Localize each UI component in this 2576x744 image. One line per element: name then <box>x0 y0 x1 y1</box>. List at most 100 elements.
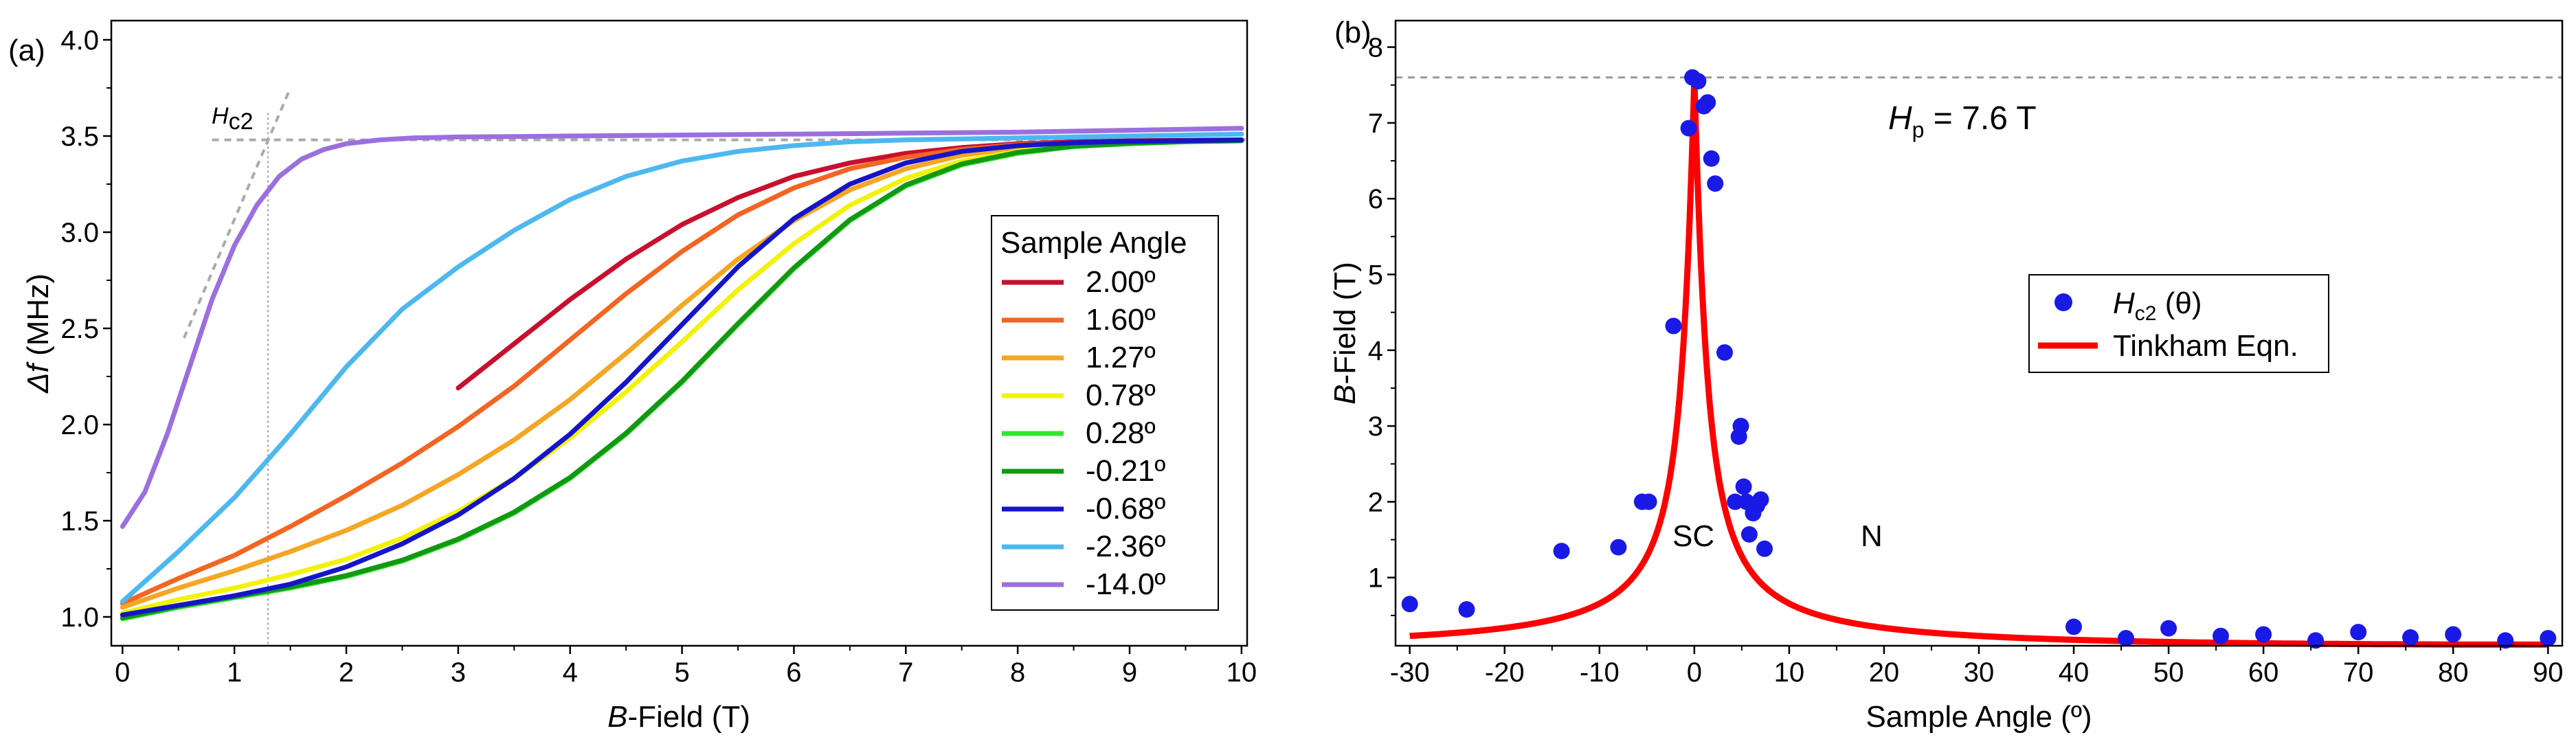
a-x-tick-label: 2 <box>339 657 354 688</box>
hc2-point-27 <box>2160 620 2177 637</box>
a-y-tick-label: 1.5 <box>60 506 99 537</box>
panel-a-label: (a) <box>8 34 45 67</box>
a-x-tick-label: 8 <box>1010 657 1025 688</box>
a-x-tick-label: 6 <box>786 657 801 688</box>
hc2-point-14 <box>1716 344 1733 361</box>
hc2-point-17 <box>1732 418 1749 435</box>
hc2-point-33 <box>2445 626 2462 643</box>
legend-label-0: 2.00º <box>1086 265 1156 299</box>
a-x-tick-label: 9 <box>1122 657 1137 688</box>
b-x-tick-label: 0 <box>1687 657 1702 688</box>
a-x-tick-label: 4 <box>563 657 578 688</box>
panel-a-hc2-annotation: Hc2 <box>212 103 253 135</box>
b-x-tick-label: 90 <box>2533 657 2564 688</box>
b-y-tick-label: 5 <box>1368 260 1383 291</box>
region-label-n: N <box>1861 519 1883 553</box>
legend-label-1: 1.60º <box>1086 303 1156 337</box>
panel-a-x-axis-title: B-Field (T) <box>607 700 750 734</box>
slope-guide-line <box>183 87 292 339</box>
b-x-tick-label: 40 <box>2059 657 2090 688</box>
hc2-point-30 <box>2307 632 2325 649</box>
b-x-tick-label: -30 <box>1390 657 1430 688</box>
panel-a-plot-area <box>120 87 1247 646</box>
hc2-point-18 <box>1735 478 1752 495</box>
b-x-tick-label: 50 <box>2153 657 2184 688</box>
panel-a-legend: Sample Angle 2.00º 1.60º 1.27º 0.78º 0.28º -0… <box>991 215 1219 611</box>
hc2-point-7 <box>1680 120 1697 137</box>
panel-b-hp-label: Hp = 7.6 T <box>1888 100 2037 142</box>
hc2-point-0 <box>1401 596 1418 613</box>
panel-b-y-axis-title: B-Field (T) <box>1328 262 1362 405</box>
legend-label-6: -0.68º <box>1086 492 1165 526</box>
b-x-tick-label: 60 <box>2248 657 2279 688</box>
legend-label-5: -0.21º <box>1086 454 1165 488</box>
legend-marker-hc2 <box>2054 293 2072 311</box>
hc2-main: H <box>212 103 229 129</box>
b-y-tick-label: 6 <box>1368 184 1383 214</box>
hc2-point-28 <box>2213 627 2229 644</box>
hc2-point-32 <box>2402 629 2419 646</box>
hc2-point-9 <box>1690 73 1707 90</box>
hc2-point-29 <box>2255 626 2272 643</box>
hc2-point-26 <box>2118 630 2134 646</box>
hc2-point-25 <box>2065 618 2082 635</box>
b-x-tick-label: -20 <box>1485 657 1525 688</box>
a-y-tick-label: 1.0 <box>60 602 99 633</box>
legend-label-8: -14.0º <box>1086 567 1165 601</box>
hc2-point-23 <box>1752 491 1769 508</box>
hc2-point-1 <box>1458 601 1475 618</box>
b-y-tick-label: 1 <box>1368 563 1383 594</box>
a-x-tick-label: 0 <box>115 657 130 688</box>
a-y-tick-label: 3.5 <box>60 122 99 152</box>
hc2-point-35 <box>2540 630 2557 646</box>
legend-label-3: 0.78º <box>1086 379 1156 412</box>
a-x-tick-label: 7 <box>898 657 913 688</box>
hc2-point-15 <box>1727 493 1744 510</box>
panel-a: (a) 0 1 2 3 4 5 6 7 8 9 10 1.0 1.5 2.0 2.5 3.0 3.5 4.0 Hc… <box>8 19 1257 734</box>
hc2-point-6 <box>1665 317 1682 335</box>
b-y-tick-label: 7 <box>1368 109 1383 139</box>
legend-label-2: 1.27º <box>1086 341 1156 374</box>
panel-b: (b) -30 -20 -10 0 10 20 30 40 50 60 70 80 90 1 2 3 4 5 6 7 8… <box>1328 16 2564 734</box>
hc2-point-2 <box>1553 543 1570 560</box>
panel-b-x-axis-title: Sample Angle (º) <box>1866 700 2092 734</box>
panel-a-ticks: 0 1 2 3 4 5 6 7 8 9 10 1.0 1.5 2.0 2.5 3.0 3.5 4.0 <box>60 25 1257 688</box>
b-y-tick-label: 3 <box>1368 412 1383 442</box>
series-line-6 <box>120 137 1244 618</box>
panel-a-frame <box>110 19 1248 647</box>
b-y-tick-label: 2 <box>1368 487 1383 517</box>
hc2-point-31 <box>2350 624 2367 641</box>
a-x-tick-label: 10 <box>1227 657 1257 688</box>
hc2-point-11 <box>1699 94 1716 111</box>
panel-b-label: (b) <box>1334 16 1371 49</box>
b-x-tick-label: 10 <box>1774 657 1805 688</box>
a-x-tick-label: 3 <box>451 657 466 688</box>
b-y-tick-label: 4 <box>1368 336 1383 366</box>
panel-b-ticks: -30 -20 -10 0 10 20 30 40 50 60 70 80 90 1 2 3 4 5 6 7 8 <box>1368 33 2564 688</box>
region-label-sc: SC <box>1672 519 1714 553</box>
a-x-tick-label: 5 <box>674 657 689 688</box>
panel-b-legend: Hc2 (θ) Tinkham Eqn. <box>2028 274 2329 373</box>
series-line-7 <box>120 131 1244 605</box>
series-line-5 <box>120 138 1244 620</box>
hc2-point-5 <box>1640 493 1657 510</box>
hc2-point-3 <box>1610 539 1627 556</box>
series-line-8 <box>120 126 1244 529</box>
legend-entries: 2.00º 1.60º 1.27º 0.78º 0.28º -0.21º -0.68º -2.… <box>1002 265 1165 601</box>
legend-label-hc2: Hc2 (θ) <box>2113 286 2202 325</box>
b-x-tick-label: 80 <box>2438 657 2469 688</box>
panel-b-plot-area <box>1396 69 2562 649</box>
a-y-tick-label: 4.0 <box>60 25 99 56</box>
b-x-tick-label: 20 <box>1869 657 1900 688</box>
hc2-point-24 <box>1756 540 1773 557</box>
legend-label-4: 0.28º <box>1086 416 1156 450</box>
hc2-point-34 <box>2497 632 2514 649</box>
a-y-tick-label: 2.5 <box>60 314 99 344</box>
b-x-tick-label: 30 <box>1964 657 1995 688</box>
legend-title: Sample Angle <box>1000 226 1187 260</box>
a-y-tick-label: 3.0 <box>60 218 99 248</box>
a-x-tick-label: 1 <box>227 657 242 688</box>
panel-a-y-axis-title: Δf (MHz) <box>21 273 55 394</box>
b-x-tick-label: 70 <box>2343 657 2374 688</box>
